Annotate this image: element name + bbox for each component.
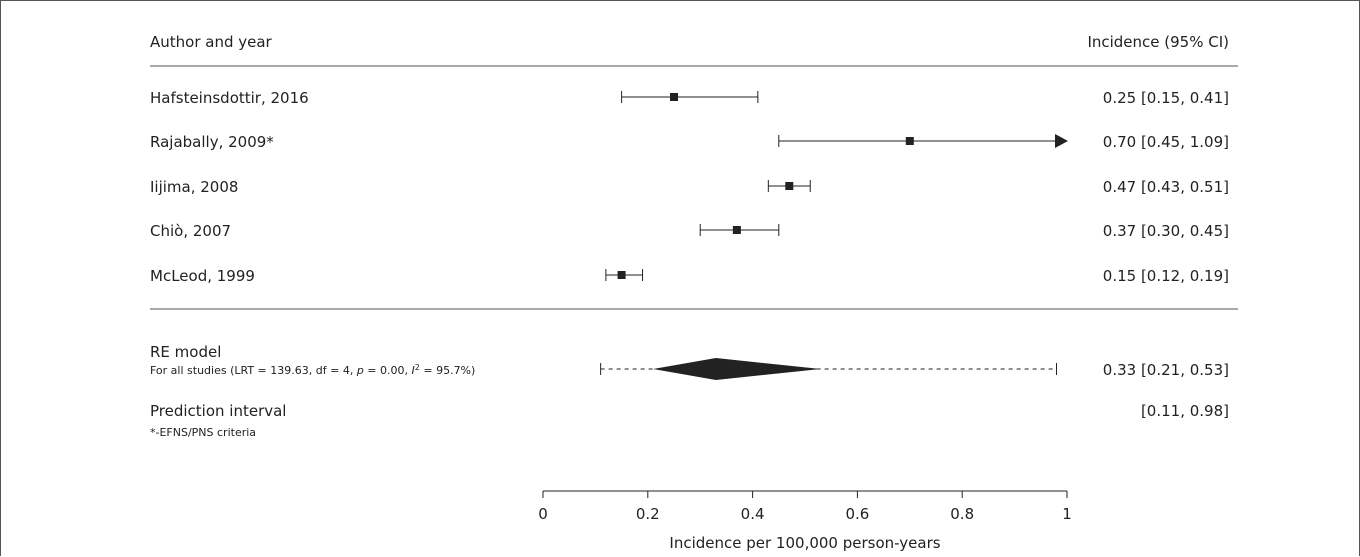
x-axis-label: Incidence per 100,000 person-years [669, 534, 940, 552]
summary-label: RE model [150, 343, 221, 361]
ci-arrow [1055, 134, 1068, 148]
summary-marks [600, 358, 1058, 380]
x-tick-label: 1 [1062, 505, 1072, 523]
x-tick-label: 0.8 [950, 505, 974, 523]
study-ci-text: 0.47 [0.43, 0.51] [1103, 178, 1229, 196]
x-axis: 0 0.2 0.4 0.6 0.8 1 [538, 490, 1072, 523]
summary-ci-text: 0.33 [0.21, 0.53] [1103, 361, 1229, 379]
prediction-ci-text: [0.11, 0.98] [1141, 402, 1229, 420]
study-row: Hafsteinsdottir, 2016 0.25 [0.15, 0.41] [150, 89, 1229, 107]
point-estimate [617, 271, 626, 279]
x-tick-label: 0.2 [636, 505, 660, 523]
point-estimate [732, 226, 741, 234]
header-left: Author and year [150, 33, 273, 51]
study-rows: Hafsteinsdottir, 2016 0.25 [0.15, 0.41] Ra… [150, 89, 1229, 285]
study-ci-text: 0.25 [0.15, 0.41] [1103, 89, 1229, 107]
study-label: Iijima, 2008 [150, 178, 238, 196]
study-label: Hafsteinsdottir, 2016 [150, 89, 309, 107]
x-tick-label: 0.4 [741, 505, 765, 523]
study-label: McLeod, 1999 [150, 267, 255, 285]
study-row: Chiò, 2007 0.37 [0.30, 0.45] [150, 222, 1229, 240]
x-tick-label: 0 [538, 505, 548, 523]
study-ci-text: 0.37 [0.30, 0.45] [1103, 222, 1229, 240]
study-ci-text: 0.15 [0.12, 0.19] [1103, 267, 1229, 285]
point-estimate [670, 93, 678, 101]
study-row: McLeod, 1999 0.15 [0.12, 0.19] [150, 267, 1229, 285]
study-label: Chiò, 2007 [150, 222, 231, 240]
header-right: Incidence (95% CI) [1087, 33, 1229, 51]
summary-diamond [653, 358, 821, 380]
point-estimate [785, 182, 794, 190]
footnote: *-EFNS/PNS criteria [150, 426, 256, 439]
prediction-label: Prediction interval [150, 402, 286, 420]
point-estimate [905, 137, 914, 145]
study-label: Rajabally, 2009* [150, 133, 274, 151]
study-ci-text: 0.70 [0.45, 1.09] [1103, 133, 1229, 151]
x-tick-label: 0.6 [845, 505, 869, 523]
summary-stats: For all studies (LRT = 139.63, df = 4, p… [150, 363, 475, 377]
study-row: Iijima, 2008 0.47 [0.43, 0.51] [150, 178, 1229, 196]
study-row: Rajabally, 2009* 0.70 [0.45, 1.09] [150, 133, 1229, 151]
